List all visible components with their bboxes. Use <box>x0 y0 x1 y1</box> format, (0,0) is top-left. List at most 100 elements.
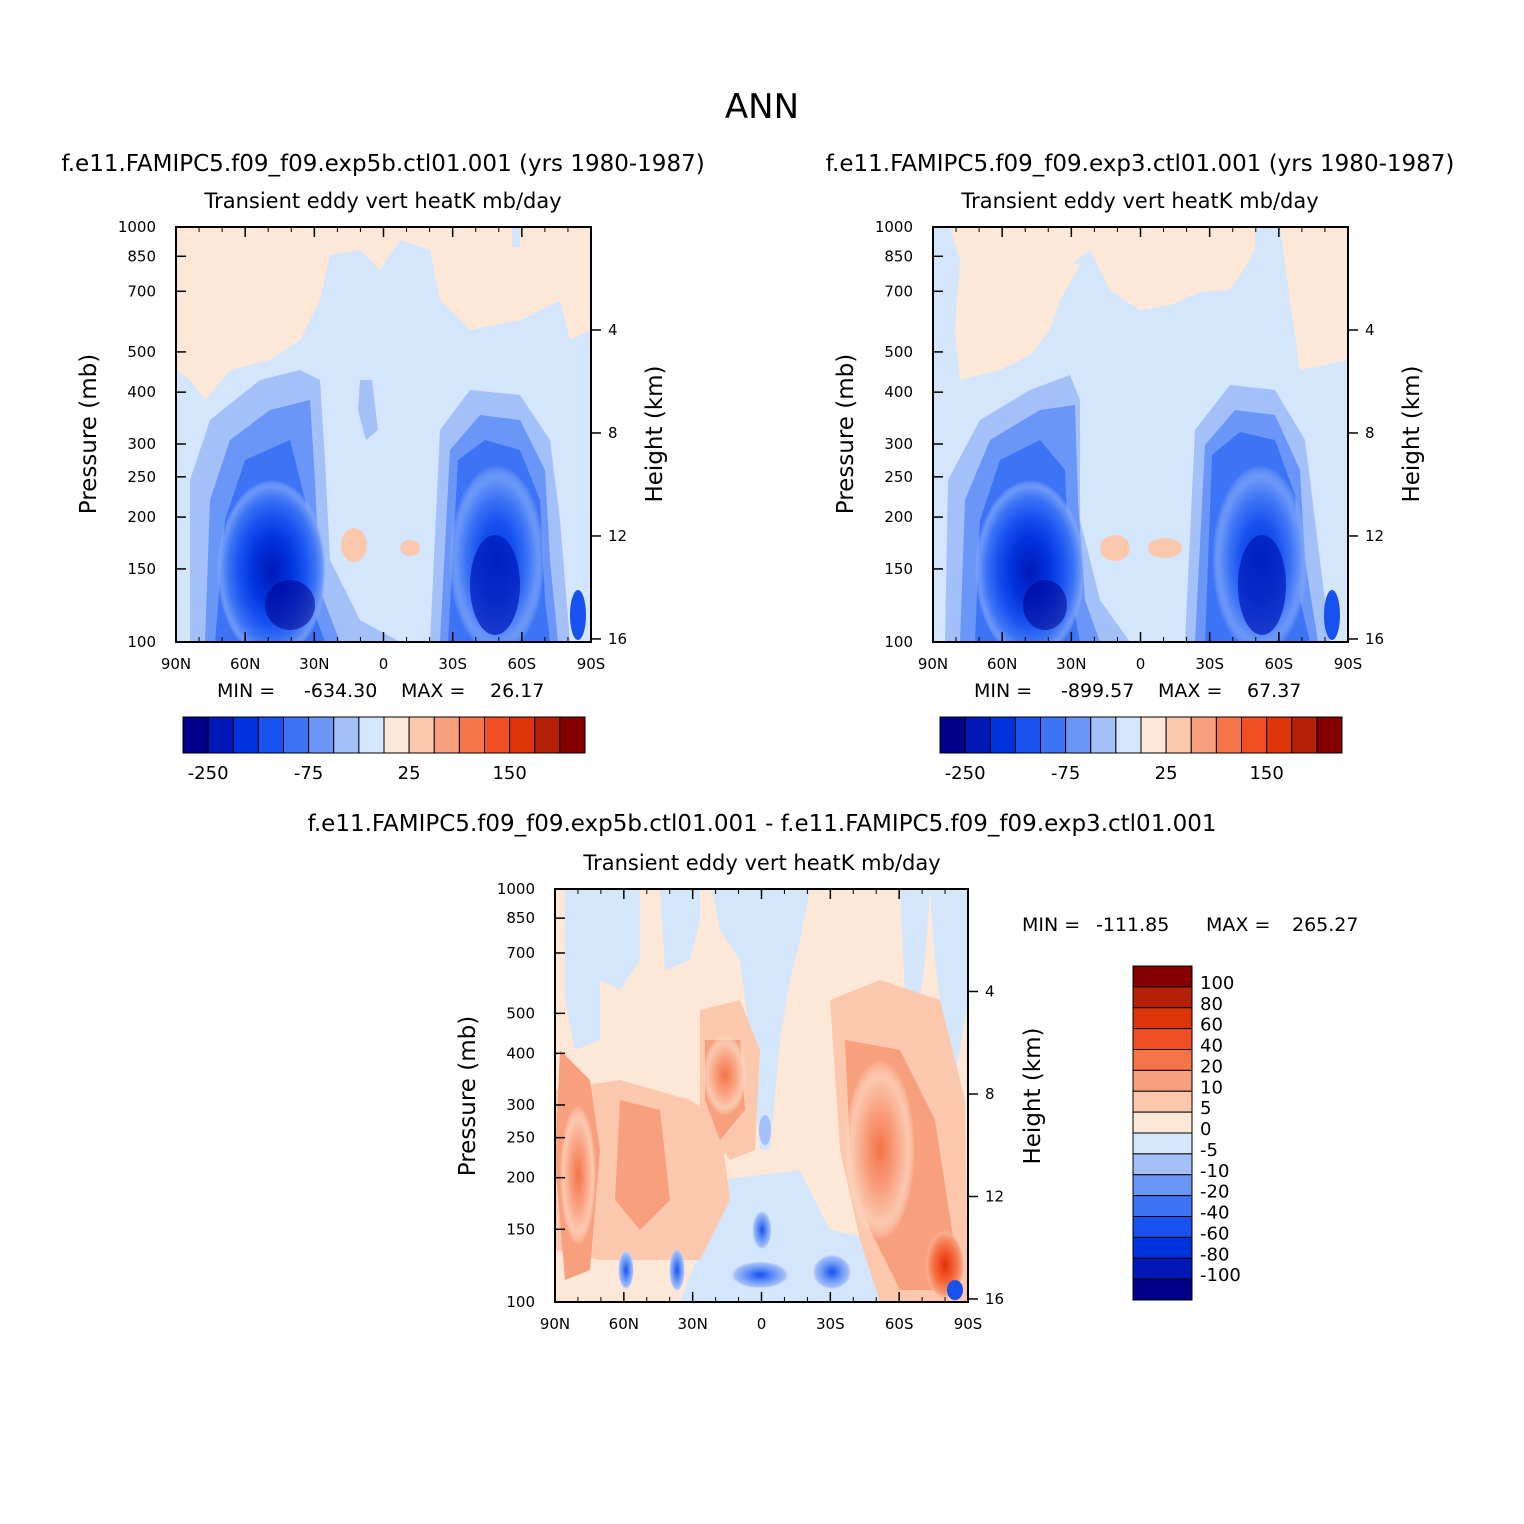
colorbar-label: 150 <box>492 763 526 784</box>
y-tick-label: 500 <box>127 343 156 361</box>
x-tick-label: 60S <box>1265 655 1294 673</box>
colorbar-swatch <box>458 716 485 754</box>
x-tick-label: 60N <box>987 655 1017 673</box>
y-tick-label: 1000 <box>875 218 913 236</box>
colorbar-swatch <box>939 716 966 754</box>
contour-field <box>933 227 1348 642</box>
colorbar-swatch <box>1291 716 1318 754</box>
colorbar-swatch <box>308 716 335 754</box>
y-axis-label: Pressure (mb) <box>455 1016 481 1176</box>
x-tick-label: 30S <box>1195 655 1224 673</box>
panel-variable-title: Transient eddy vert heatK mb/day <box>960 189 1318 213</box>
x-tick-label: 0 <box>379 655 389 673</box>
right-tick-label: 16 <box>1365 630 1384 648</box>
panel-case-title: f.e11.FAMIPC5.f09_f09.exp5b.ctl01.001 (y… <box>61 151 704 177</box>
min-value: -111.85 <box>1096 914 1169 936</box>
y-axis-label: Pressure (mb) <box>833 354 859 514</box>
right-tick-label: 16 <box>608 630 627 648</box>
colorbar-swatch <box>964 716 991 754</box>
y-axis-label: Pressure (mb) <box>76 354 102 514</box>
y-tick-label: 700 <box>884 282 913 300</box>
y-tick-label: 100 <box>506 1293 535 1311</box>
colorbar-swatch <box>1140 716 1167 754</box>
colorbar-label: -75 <box>1051 763 1080 784</box>
colorbar: -250 -75 25 150 <box>939 716 1343 784</box>
y-axis-right-label: Height (km) <box>642 365 668 502</box>
x-tick-label: 90N <box>918 655 948 673</box>
panel-case-title: f.e11.FAMIPC5.f09_f09.exp3.ctl01.001 (yr… <box>826 151 1455 177</box>
colorbar-label: 40 <box>1200 1036 1223 1057</box>
colorbar-swatch <box>1241 716 1268 754</box>
colorbar-label: 25 <box>398 763 421 784</box>
colorbar-swatch <box>358 716 385 754</box>
colorbar-swatch <box>1132 1153 1193 1176</box>
colorbar-swatch <box>1132 1090 1193 1113</box>
colorbar-swatch <box>1165 716 1192 754</box>
x-tick-label: 60N <box>230 655 260 673</box>
colorbar-swatch <box>1132 965 1193 988</box>
colorbar-label: 20 <box>1200 1056 1223 1077</box>
y-axis-right-label: Height (km) <box>1020 1027 1046 1164</box>
x-tick-label: 90N <box>161 655 191 673</box>
colorbar-label: -40 <box>1200 1203 1229 1224</box>
panel-variable-title: Transient eddy vert heatK mb/day <box>203 189 561 213</box>
y-tick-label: 850 <box>884 247 913 265</box>
colorbar-swatch <box>1132 1111 1193 1134</box>
colorbar-swatch <box>1132 1216 1193 1238</box>
right-tick-label: 8 <box>1365 424 1375 442</box>
figure-title: ANN <box>725 87 799 127</box>
y-tick-label: 400 <box>127 383 156 401</box>
colorbar-label: -75 <box>294 763 323 784</box>
max-value: 26.17 <box>490 680 544 702</box>
colorbar-swatch <box>534 716 561 754</box>
y-tick-label: 150 <box>506 1220 535 1238</box>
panel-exp5b: f.e11.FAMIPC5.f09_f09.exp5b.ctl01.001 (y… <box>61 151 704 784</box>
y-axis-right-label: Height (km) <box>1399 365 1425 502</box>
colorbar-swatch <box>1132 1195 1193 1217</box>
contour-field <box>176 227 591 642</box>
colorbar-swatch <box>1132 1049 1193 1071</box>
x-tick-label: 0 <box>1136 655 1146 673</box>
colorbar-label: -250 <box>188 763 229 784</box>
colorbar-label: 100 <box>1200 973 1234 994</box>
colorbar-swatch <box>1132 1028 1193 1050</box>
colorbar-swatch <box>559 716 586 754</box>
colorbar-label: -250 <box>945 763 986 784</box>
min-value: -899.57 <box>1061 680 1134 702</box>
colorbar-swatch <box>232 716 259 754</box>
y-tick-label: 700 <box>127 282 156 300</box>
colorbar-swatch <box>1040 716 1067 754</box>
y-tick-label: 500 <box>884 343 913 361</box>
colorbar-swatch <box>383 716 410 754</box>
colorbar-label: -10 <box>1200 1161 1229 1182</box>
x-tick-label: 90S <box>1334 655 1363 673</box>
y-tick-label: 700 <box>506 944 535 962</box>
x-tick-label: 30N <box>678 1315 708 1333</box>
y-tick-label: 300 <box>884 435 913 453</box>
min-value: -634.30 <box>304 680 377 702</box>
y-tick-label: 100 <box>884 633 913 651</box>
colorbar-swatch <box>1014 716 1041 754</box>
colorbar-label: 0 <box>1200 1119 1211 1140</box>
panel-case-title: f.e11.FAMIPC5.f09_f09.exp5b.ctl01.001 - … <box>307 811 1216 837</box>
colorbar-swatch <box>257 716 284 754</box>
x-tick-label: 30N <box>299 655 329 673</box>
colorbar-swatch <box>1090 716 1117 754</box>
colorbar-label: 150 <box>1249 763 1283 784</box>
colorbar-label: 60 <box>1200 1015 1223 1036</box>
y-tick-label: 100 <box>127 633 156 651</box>
colorbar-swatch <box>283 716 310 754</box>
axes-diff: 90N 60N 30N 0 30S 60S 90S 100 150 200 250 300 400 500… <box>497 880 1004 1333</box>
x-tick-label: 30S <box>816 1315 845 1333</box>
max-value: 265.27 <box>1292 914 1358 936</box>
right-tick-label: 4 <box>985 982 995 1000</box>
min-label: MIN = <box>217 680 275 702</box>
max-label: MAX = <box>401 680 465 702</box>
colorbar-swatch <box>1065 716 1092 754</box>
y-tick-label: 200 <box>127 508 156 526</box>
y-tick-label: 500 <box>506 1004 535 1022</box>
y-tick-label: 250 <box>506 1129 535 1147</box>
y-tick-label: 300 <box>127 435 156 453</box>
x-tick-label: 30N <box>1056 655 1086 673</box>
